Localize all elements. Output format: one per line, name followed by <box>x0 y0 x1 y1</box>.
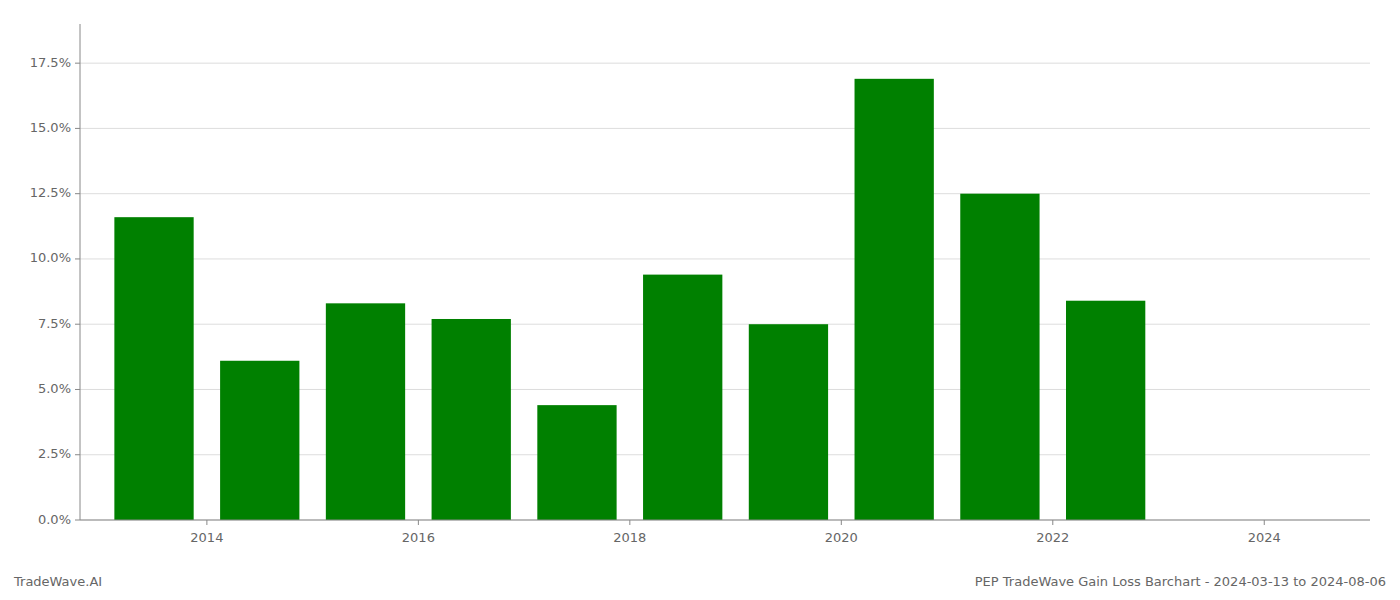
y-tick <box>75 193 80 194</box>
bar <box>960 194 1039 520</box>
y-tick <box>75 63 80 64</box>
bar <box>220 361 299 520</box>
y-tick-label: 5.0% <box>38 381 71 396</box>
x-tick-label: 2016 <box>402 530 435 545</box>
y-tick <box>75 389 80 390</box>
y-axis-line <box>80 24 81 520</box>
x-tick-label: 2014 <box>190 530 223 545</box>
y-tick-label: 15.0% <box>30 120 71 135</box>
y-tick <box>75 258 80 259</box>
bar <box>326 303 405 520</box>
bar <box>643 275 722 520</box>
x-tick <box>1264 520 1265 525</box>
y-tick-label: 0.0% <box>38 512 71 527</box>
watermark: TradeWave.AI <box>13 574 102 589</box>
x-tick-label: 2020 <box>825 530 858 545</box>
x-tick-label: 2022 <box>1036 530 1069 545</box>
y-tick <box>75 520 80 521</box>
bar <box>114 217 193 520</box>
bar <box>855 79 934 520</box>
x-tick <box>1052 520 1053 525</box>
grid-line <box>80 63 1370 64</box>
bar <box>749 324 828 520</box>
x-tick <box>206 520 207 525</box>
y-tick-label: 7.5% <box>38 316 71 331</box>
title: PEP TradeWave Gain Loss Barchart - 2024-… <box>975 574 1386 589</box>
grid-line <box>80 324 1370 325</box>
chart: 0.0% 2.5% 5.0% 7.5% 10.0% 12.5% 15.0% 17.5% 2014… <box>0 0 1400 600</box>
grid-line <box>80 520 1370 521</box>
x-tick-label: 2024 <box>1248 530 1281 545</box>
x-axis-line <box>80 520 1370 521</box>
x-tick-label: 2018 <box>613 530 646 545</box>
x-tick <box>418 520 419 525</box>
x-tick <box>841 520 842 525</box>
x-tick <box>629 520 630 525</box>
y-tick-label: 17.5% <box>30 55 71 70</box>
y-tick-label: 10.0% <box>30 250 71 265</box>
bar <box>537 405 616 520</box>
y-tick <box>75 454 80 455</box>
grid <box>80 63 1370 520</box>
y-tick <box>75 324 80 325</box>
y-tick-label: 12.5% <box>30 185 71 200</box>
bar <box>432 319 511 520</box>
grid-line <box>80 258 1370 259</box>
y-tick-label: 2.5% <box>38 446 71 461</box>
y-tick <box>75 128 80 129</box>
grid-line <box>80 128 1370 129</box>
bars <box>114 79 1145 520</box>
bar <box>1066 301 1145 520</box>
grid-line <box>80 193 1370 194</box>
